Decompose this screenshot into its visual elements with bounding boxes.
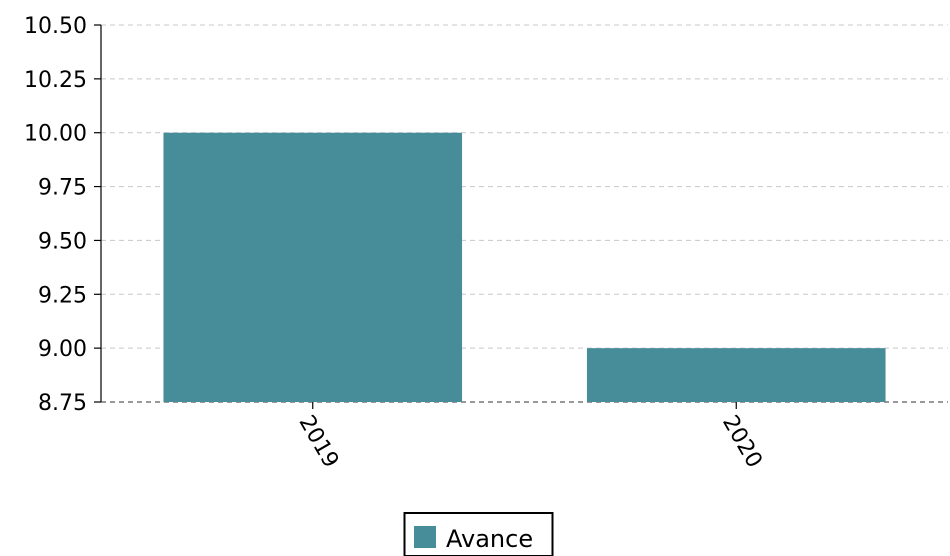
y-tick-label: 9.75 (38, 176, 87, 201)
y-tick-label: 9.50 (38, 229, 87, 254)
legend: Avance (403, 512, 554, 556)
bar-2020 (586, 348, 886, 402)
bar-2019 (163, 132, 463, 402)
y-tick-label: 9.00 (38, 337, 87, 362)
y-tick-label: 10.50 (24, 14, 87, 39)
y-axis-ticks: 8.75 9.00 9.25 9.50 9.75 10.00 10.25 10.50 (24, 14, 101, 416)
y-tick-label: 10.25 (24, 68, 87, 93)
bars (163, 132, 886, 402)
x-axis-ticks: 2019 2020 (294, 402, 767, 472)
x-tick-label: 2019 (294, 411, 344, 472)
legend-swatch (414, 526, 436, 548)
x-tick-label: 2020 (717, 411, 767, 472)
legend-label: Avance (446, 525, 533, 553)
y-tick-label: 8.75 (38, 391, 87, 416)
y-tick-label: 9.25 (38, 283, 87, 308)
y-tick-label: 10.00 (24, 122, 87, 147)
